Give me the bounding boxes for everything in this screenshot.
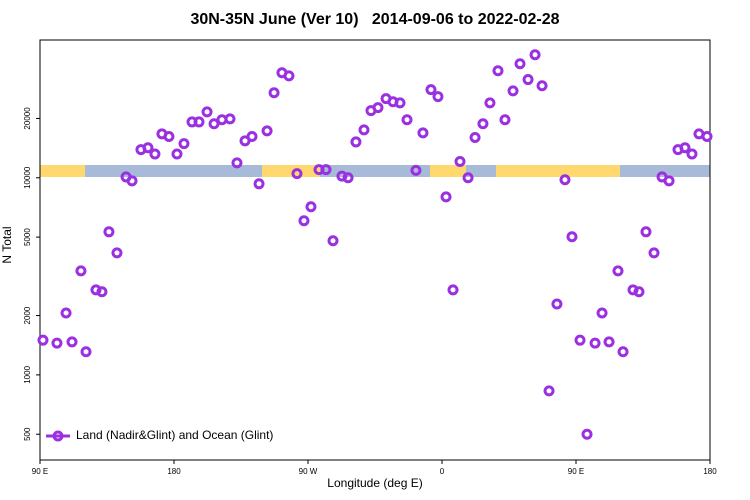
data-point: [75, 265, 87, 277]
data-point: [193, 116, 205, 128]
legend-marker: [52, 430, 64, 442]
data-point: [686, 148, 698, 160]
y-tick-label: 1000: [23, 365, 32, 383]
data-point: [589, 337, 601, 349]
data-point: [617, 346, 629, 358]
data-point: [163, 130, 175, 142]
data-point: [372, 102, 384, 114]
land-band: [496, 165, 620, 177]
data-point: [462, 172, 474, 184]
y-tick-label: 10000: [23, 166, 32, 189]
y-axis-label: N Total: [0, 226, 14, 263]
data-point: [51, 337, 63, 349]
x-tick-label: 90 E: [32, 467, 48, 476]
land-band: [430, 165, 466, 177]
data-point: [342, 172, 354, 184]
data-point: [566, 231, 578, 243]
x-axis-label: Longitude (deg E): [327, 476, 422, 490]
data-point: [394, 97, 406, 109]
data-point: [447, 284, 459, 296]
data-point: [103, 226, 115, 238]
data-point: [126, 175, 138, 187]
data-point: [440, 191, 452, 203]
data-point: [298, 215, 310, 227]
data-point: [648, 247, 660, 259]
y-tick-label: 500: [23, 427, 32, 441]
data-point: [149, 148, 161, 160]
data-point: [350, 136, 362, 148]
data-point: [492, 65, 504, 77]
data-point: [469, 132, 481, 144]
data-point: [246, 130, 258, 142]
data-point: [543, 385, 555, 397]
data-point: [701, 130, 713, 142]
data-point: [499, 114, 511, 126]
data-point: [268, 87, 280, 99]
data-point: [425, 84, 437, 96]
data-point: [581, 428, 593, 440]
data-point: [327, 235, 339, 247]
data-point: [261, 125, 273, 137]
land-band: [262, 165, 320, 177]
data-point: [60, 307, 72, 319]
data-point: [358, 124, 370, 136]
legend-label: Land (Nadir&Glint) and Ocean (Glint): [76, 428, 273, 442]
data-point: [283, 70, 295, 82]
data-point: [80, 346, 92, 358]
data-point: [640, 226, 652, 238]
data-point: [224, 113, 236, 125]
data-point: [603, 336, 615, 348]
data-point: [529, 49, 541, 61]
data-point: [612, 265, 624, 277]
data-point: [484, 97, 496, 109]
data-point: [454, 155, 466, 167]
data-point: [551, 298, 563, 310]
data-point: [559, 174, 571, 186]
data-point: [142, 142, 154, 154]
data-point: [536, 80, 548, 92]
data-point: [208, 118, 220, 130]
x-tick-label: 180: [703, 467, 717, 476]
data-point: [305, 201, 317, 213]
data-point: [574, 334, 586, 346]
plot-frame: [39, 39, 711, 461]
data-point: [522, 74, 534, 86]
data-point: [111, 247, 123, 259]
y-tick-label: 20000: [23, 107, 32, 130]
data-point: [291, 168, 303, 180]
data-point: [477, 118, 489, 130]
y-tick-label: 2000: [23, 306, 32, 324]
y-tick-label: 5000: [23, 228, 32, 246]
data-point: [596, 307, 608, 319]
data-point: [633, 286, 645, 298]
data-point: [320, 164, 332, 176]
data-point: [66, 336, 78, 348]
data-point: [417, 127, 429, 139]
data-point: [178, 138, 190, 150]
x-tick-label: 90 W: [299, 467, 318, 476]
data-point: [37, 334, 49, 346]
data-point: [231, 157, 243, 169]
x-tick-label: 90 E: [568, 467, 584, 476]
x-tick-label: 180: [167, 467, 181, 476]
land-band: [40, 165, 85, 177]
data-point: [410, 164, 422, 176]
data-point: [253, 178, 265, 190]
data-point: [507, 85, 519, 97]
data-point: [679, 142, 691, 154]
data-point: [663, 175, 675, 187]
data-point: [201, 106, 213, 118]
data-point: [401, 114, 413, 126]
x-tick-label: 0: [440, 467, 445, 476]
data-point: [96, 286, 108, 298]
data-point: [432, 91, 444, 103]
data-point: [171, 148, 183, 160]
chart-title: 30N-35N June (Ver 10) 2014-09-06 to 2022…: [190, 11, 559, 28]
data-point: [514, 58, 526, 70]
land-ocean-strip: [40, 165, 710, 177]
